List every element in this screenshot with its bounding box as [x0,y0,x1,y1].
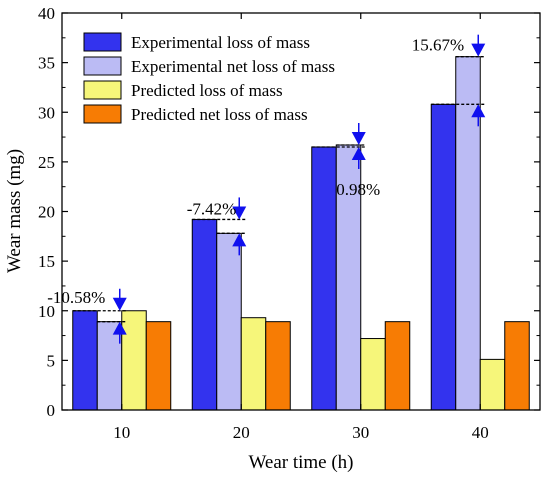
arrow-down-20-head [232,206,247,220]
y-tick-label: 5 [47,351,56,370]
bar-1-20 [191,218,218,411]
bar-4-40 [504,321,530,411]
legend-swatch-1 [83,32,122,52]
y-tick-label: 30 [38,103,55,122]
y-tick-label: 35 [38,54,55,73]
y-tick-label: 10 [38,302,55,321]
bar-2-20 [216,232,242,411]
bar-3-30 [360,338,386,411]
y-tick-label: 15 [38,252,55,271]
annotation-label-40: 15.67% [412,36,464,55]
y-tick-label: 25 [38,153,55,172]
y-axis-title: Wear mass (mg) [4,149,25,273]
arrow-up-40-head [471,104,486,118]
bar-1-30 [311,146,337,411]
arrow-down-30-head [351,132,366,146]
axes-layer: 0 5 10 15 20 25 30 35 40 10 20 30 40 [38,4,541,442]
legend-label-1: Experimental loss of mass [131,33,310,52]
annotations-layer: -10.58% -7.42% 0.98% 15.67% [47,34,486,344]
y-tick-label: 0 [47,401,56,420]
bar-2-30 [335,144,362,411]
bar-1-10 [72,310,98,411]
annotation-label-20: -7.42% [187,199,237,218]
annotation-label-30: 0.98% [336,180,380,199]
legend-label-4: Predicted net loss of mass [131,105,308,124]
legend-swatch-3 [83,80,122,100]
legend-swatch-4 [83,104,122,124]
y-tick-label: 40 [38,4,55,23]
bar-3-10 [121,310,147,411]
bar-4-30 [384,321,411,411]
arrow-up-20-head [232,233,247,247]
arrow-up-10-head [112,321,127,335]
bar-2-10 [96,321,123,411]
arrow-down-40-head [471,43,486,57]
legend-label-3: Predicted loss of mass [131,81,283,100]
legend-swatch-2 [83,56,122,76]
arrow-up-30-head [351,146,366,160]
x-tick-label: 40 [472,423,489,442]
x-tick-label: 30 [352,423,369,442]
y-tick-label: 20 [38,203,55,222]
arrow-down-10-head [112,297,127,311]
legend: Experimental loss of mass Experimental ne… [83,32,335,124]
bar-4-10 [145,321,172,411]
bar-3-20 [240,317,267,411]
bar-1-40 [430,103,457,411]
x-tick-label: 20 [233,423,250,442]
bar-4-20 [265,321,291,411]
legend-label-2: Experimental net loss of mass [131,57,335,76]
x-axis-title: Wear time (h) [248,452,353,473]
bars-layer [72,56,530,411]
bar-3-40 [479,358,506,411]
x-tick-label: 10 [113,423,130,442]
annotation-label-10: -10.58% [47,288,105,307]
